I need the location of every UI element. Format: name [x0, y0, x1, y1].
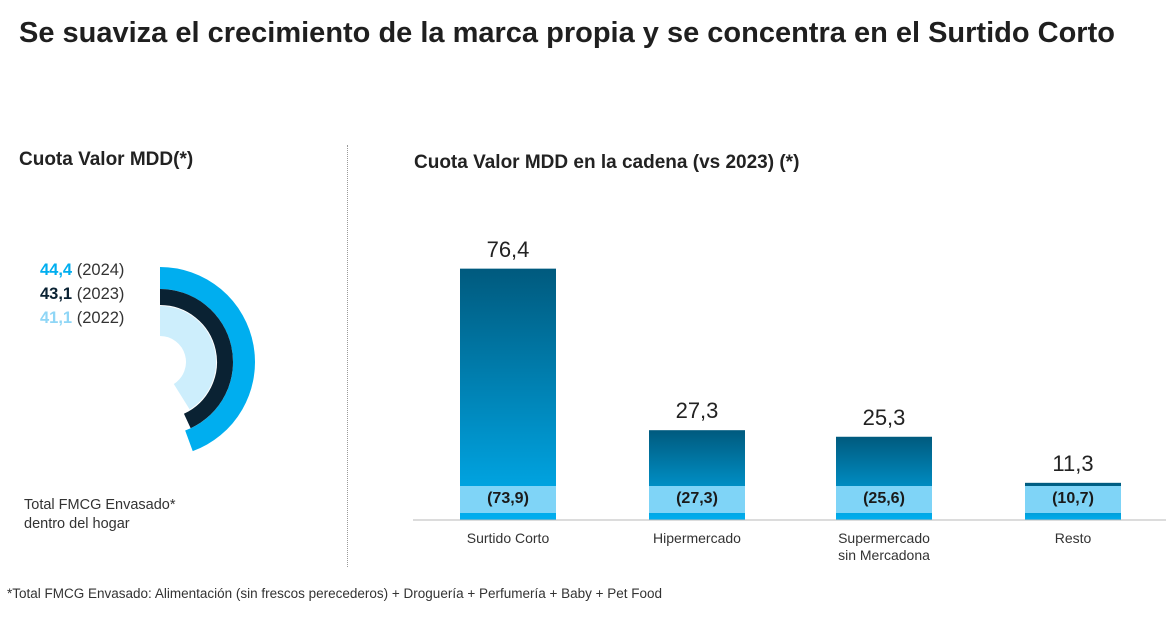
value-2023: 43,1 — [40, 285, 73, 303]
donut-arc-2022 — [159, 306, 216, 410]
donut-chart-title: Cuota Valor MDD(*) — [19, 149, 194, 170]
category-label-supermercado-sin-mercadona: Supermercado sin Mercadona — [804, 530, 964, 564]
bar-prev-label-resto: (10,7) — [1052, 490, 1094, 507]
value-2022: 41,1 — [40, 309, 73, 327]
donut-footnote: Total FMCG Envasado* dentro del hogar — [24, 496, 224, 534]
category-label-surtido-corto: Surtido Corto — [428, 530, 588, 547]
donut-chart — [159, 267, 255, 452]
bar-value-label-surtido-corto: 76,4 — [486, 236, 530, 262]
bar-prev-band-hipermercado — [649, 486, 745, 513]
year-2024: (2024) — [76, 261, 125, 279]
value-2024: 44,4 — [40, 261, 73, 279]
category-label-hipermercado: Hipermercado — [617, 530, 777, 547]
page-title: Se suaviza el crecimiento de la marca pr… — [19, 17, 1115, 49]
category-label-resto: Resto — [993, 530, 1153, 547]
donut-legend: 44,4 (2024) 43,1 (2023) 41,1 (2022) — [40, 258, 124, 330]
bar-prev-band-surtido-corto — [460, 486, 556, 513]
bar-prev-band-supermercado-sin-mercadona — [836, 486, 932, 513]
page-footnote: *Total FMCG Envasado: Alimentación (sin … — [7, 586, 663, 601]
bar-value-label-hipermercado: 27,3 — [675, 398, 719, 424]
bar-prev-band-resto — [1025, 486, 1121, 513]
bar-prev-label-supermercado-sin-mercadona: (25,6) — [863, 490, 905, 507]
legend-row-2022: 41,1 (2022) — [40, 306, 124, 330]
category-label-line: Hipermercado — [653, 530, 741, 546]
donut-arc-2024 — [159, 267, 255, 452]
year-2022: (2022) — [76, 309, 125, 327]
category-label-line: Supermercado — [838, 530, 930, 546]
bar-surtido-corto — [460, 268, 556, 520]
bar-prev-label-hipermercado: (27,3) — [676, 490, 718, 507]
donut-footnote-line1: Total FMCG Envasado* — [24, 497, 176, 513]
bar-prev-label-surtido-corto: (73,9) — [487, 490, 529, 507]
panel-divider — [347, 145, 348, 567]
bar-chart-title: Cuota Valor MDD en la cadena (vs 2023) (… — [414, 152, 800, 173]
legend-row-2024: 44,4 (2024) — [40, 258, 124, 282]
bar-value-label-supermercado-sin-mercadona: 25,3 — [862, 404, 906, 430]
category-label-line: Surtido Corto — [466, 530, 550, 546]
year-2023: (2023) — [76, 285, 125, 303]
category-label-line: sin Mercadona — [838, 547, 930, 563]
donut-footnote-line2: dentro del hogar — [24, 516, 130, 532]
category-label-line: Resto — [1054, 530, 1092, 546]
legend-row-2023: 43,1 (2023) — [40, 282, 124, 306]
donut-arc-2023 — [159, 289, 233, 429]
bar-value-label-resto: 11,3 — [1052, 450, 1094, 476]
